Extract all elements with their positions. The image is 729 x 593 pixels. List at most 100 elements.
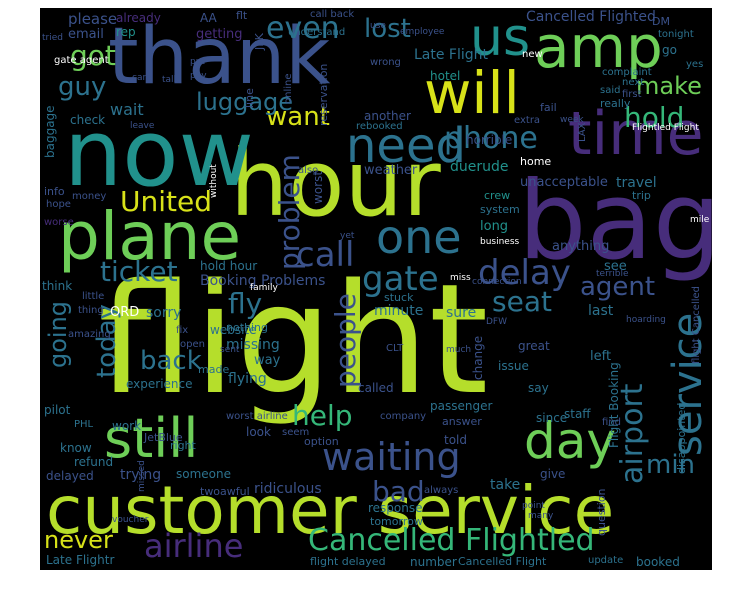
- word-take: take: [490, 477, 521, 493]
- word-one: one: [376, 210, 462, 264]
- word-wait: wait: [110, 100, 144, 119]
- word-nothing: nothing: [226, 321, 268, 334]
- word-ord: ORD: [110, 305, 140, 320]
- word-cloud-panel: flight customer service hour now thank b…: [40, 8, 712, 570]
- word-say: say: [528, 381, 549, 395]
- word-phl: PHL: [74, 419, 94, 430]
- word-first: first: [622, 89, 642, 100]
- word-want: want: [266, 102, 330, 132]
- word-waiting: waiting: [322, 435, 461, 479]
- word-still: still: [104, 407, 199, 470]
- word-will: will: [424, 59, 520, 127]
- word-since: since: [536, 411, 568, 425]
- word-thank: thank: [108, 12, 331, 102]
- word-home: home: [520, 155, 552, 168]
- word-got: got: [70, 39, 116, 72]
- word-please: please: [68, 10, 118, 28]
- word-sorry: sorry: [146, 305, 182, 321]
- word-number: number: [410, 555, 457, 569]
- word-employee: employee: [400, 27, 445, 37]
- word-tomorrow: tomorrow: [370, 515, 423, 528]
- word-cancelled-flightled: Cancelled Flightled: [308, 523, 595, 558]
- word-late-flightr: Late Flightr: [46, 553, 115, 567]
- word-horrible: horrible: [466, 133, 513, 147]
- word-issue: issue: [498, 359, 529, 373]
- word-hoarding: hoarding: [626, 315, 666, 325]
- word-fly: fly: [228, 287, 263, 320]
- word-seem: seem: [282, 427, 310, 438]
- word-someone: someone: [176, 467, 231, 481]
- word-min: min: [646, 450, 696, 480]
- word-new: new: [522, 49, 543, 60]
- word-go: go: [662, 43, 677, 57]
- word-luggage: luggage: [196, 88, 294, 116]
- word-reservation-vertical: reservation: [317, 63, 330, 126]
- word-without-vertical: without: [209, 164, 219, 198]
- word-bag: bag: [518, 159, 712, 284]
- word-lost: lost: [364, 14, 411, 44]
- word-seat: seat: [492, 285, 552, 318]
- word-pay: pay: [190, 71, 207, 81]
- word-duerude: duerude: [450, 159, 509, 175]
- word-booking-problems: Booking Problems: [200, 273, 326, 289]
- word-minute: minute: [374, 303, 424, 319]
- word-us: us: [470, 8, 531, 68]
- word-guy: guy: [58, 72, 107, 102]
- word-long: long: [480, 219, 509, 234]
- word-passenger: passenger: [430, 399, 493, 413]
- word-twoawful: twoawful: [200, 485, 250, 498]
- word-flight-cancelled-vertical: flight Cancelled: [691, 285, 702, 364]
- word-system: system: [480, 203, 520, 216]
- word-email: email: [68, 27, 104, 42]
- word-cancelled-flight: Cancelled Flight: [458, 555, 547, 568]
- word-ridiculous: ridiculous: [254, 481, 322, 497]
- word-website: website: [210, 323, 257, 337]
- word-terrible: terrible: [596, 269, 629, 279]
- word-last: last: [588, 303, 614, 319]
- word-agent: agent: [580, 272, 656, 302]
- word-line-vertical: line: [243, 88, 256, 108]
- word-missing: missing: [226, 337, 280, 353]
- word-give: give: [540, 467, 566, 481]
- word-phone: phone: [444, 121, 538, 156]
- word-time: time: [568, 99, 704, 169]
- word-company: company: [380, 411, 427, 422]
- word-experience: experience: [126, 377, 193, 391]
- word-tried: tried: [42, 33, 63, 43]
- word-connection: connection: [472, 277, 522, 287]
- word-leave: leave: [130, 121, 155, 131]
- word-point: point: [522, 501, 545, 511]
- word-left: left: [590, 349, 612, 364]
- word-week: week: [560, 115, 584, 125]
- word-mile: mile: [690, 215, 710, 225]
- word-see: see: [604, 259, 627, 274]
- word-missed-vertical: missed: [137, 460, 147, 492]
- word-worst-airline: worst airline: [226, 411, 288, 422]
- word-told: told: [444, 433, 467, 447]
- word-made: made: [198, 363, 230, 376]
- word-amazing: amazing: [68, 329, 111, 340]
- word-lax-vertical: LAX: [577, 122, 588, 143]
- word-flight-delayed: flight delayed: [310, 555, 386, 568]
- word-change-vertical: change: [471, 335, 485, 380]
- word-rep: rep: [116, 25, 136, 39]
- word-flt: flt: [236, 9, 248, 22]
- word-cancelled-flighted: Cancelled Flighted: [526, 9, 656, 25]
- word-refund: refund: [74, 455, 114, 469]
- word-help: help: [292, 399, 353, 432]
- word-put: put: [190, 57, 205, 67]
- word-back: back: [140, 346, 202, 376]
- word-hope: hope: [46, 199, 71, 210]
- word-staff: staff: [564, 407, 591, 421]
- word-disappointed-vertical: disappointed: [675, 402, 688, 474]
- word-jfk-vertical: JFK: [253, 33, 266, 50]
- word-miss: miss: [450, 273, 471, 283]
- word-gate-agent: gate agent: [54, 55, 109, 66]
- word-airport-vertical: airport: [615, 383, 650, 484]
- word-baggage-vertical: baggage: [43, 105, 57, 158]
- word-voucher: voucher: [112, 515, 149, 525]
- word-sure: sure: [446, 305, 477, 321]
- word-response: response: [368, 501, 423, 515]
- word-hold-hour: hold hour: [200, 259, 258, 273]
- word-amp: amp: [534, 13, 663, 81]
